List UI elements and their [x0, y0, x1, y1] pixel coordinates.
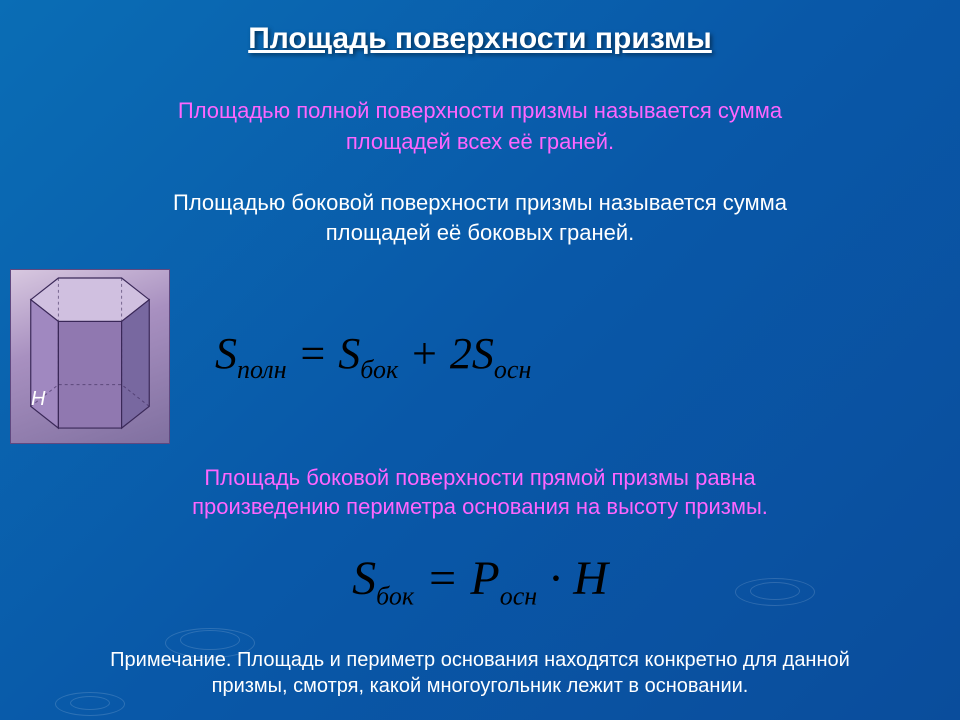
thm-line2: произведению периметра основания на высо…	[192, 494, 768, 519]
height-label: Н	[31, 388, 45, 411]
formula-full-surface: Sполн = Sбок + 2Sосн	[215, 328, 531, 385]
def-lat-line1: Площадью боковой поверхности призмы назы…	[173, 190, 787, 215]
f2-sub-bok: бок	[376, 582, 414, 611]
middle-row: Н Sполн = Sбок + 2Sосн	[0, 269, 960, 444]
f2-dot: ·	[537, 552, 573, 605]
f2-eq: =	[414, 552, 470, 605]
f2-sub-osn: осн	[500, 582, 537, 611]
f1-S2: S	[338, 329, 360, 378]
f2-H: H	[573, 552, 608, 605]
prism-illustration: Н	[10, 269, 170, 444]
ripple-deco	[165, 628, 255, 658]
definition-full-surface: Площадью полной поверхности призмы назыв…	[0, 96, 960, 158]
f1-S1: S	[215, 329, 237, 378]
f1-sub-bok: бок	[360, 355, 398, 384]
footnote: Примечание. Площадь и периметр основания…	[0, 647, 960, 699]
definition-lateral-surface: Площадью боковой поверхности призмы назы…	[0, 188, 960, 250]
formula-lateral-surface: Sбок = Pосн · H	[0, 551, 960, 612]
f1-S3: S	[472, 329, 494, 378]
f1-sub-osn: осн	[494, 355, 531, 384]
def-full-line2: площадей всех её граней.	[346, 129, 614, 154]
f2-P: P	[470, 552, 499, 605]
def-lat-line2: площадей её боковых граней.	[326, 220, 634, 245]
f1-sub-poln: полн	[237, 355, 287, 384]
slide-title: Площадь поверхности призмы	[0, 0, 960, 56]
theorem-lateral-area: Площадь боковой поверхности прямой призм…	[0, 464, 960, 521]
f2-S: S	[352, 552, 376, 605]
f1-eq: =	[287, 329, 339, 378]
thm-line1: Площадь боковой поверхности прямой призм…	[204, 465, 755, 490]
hexagonal-prism-icon	[11, 270, 169, 443]
ripple-deco	[55, 692, 125, 716]
note-line2: призмы, смотря, какой многоугольник лежи…	[212, 675, 749, 697]
f1-plus: + 2	[398, 329, 472, 378]
ripple-deco	[735, 578, 815, 606]
def-full-line1: Площадью полной поверхности призмы назыв…	[178, 98, 782, 123]
